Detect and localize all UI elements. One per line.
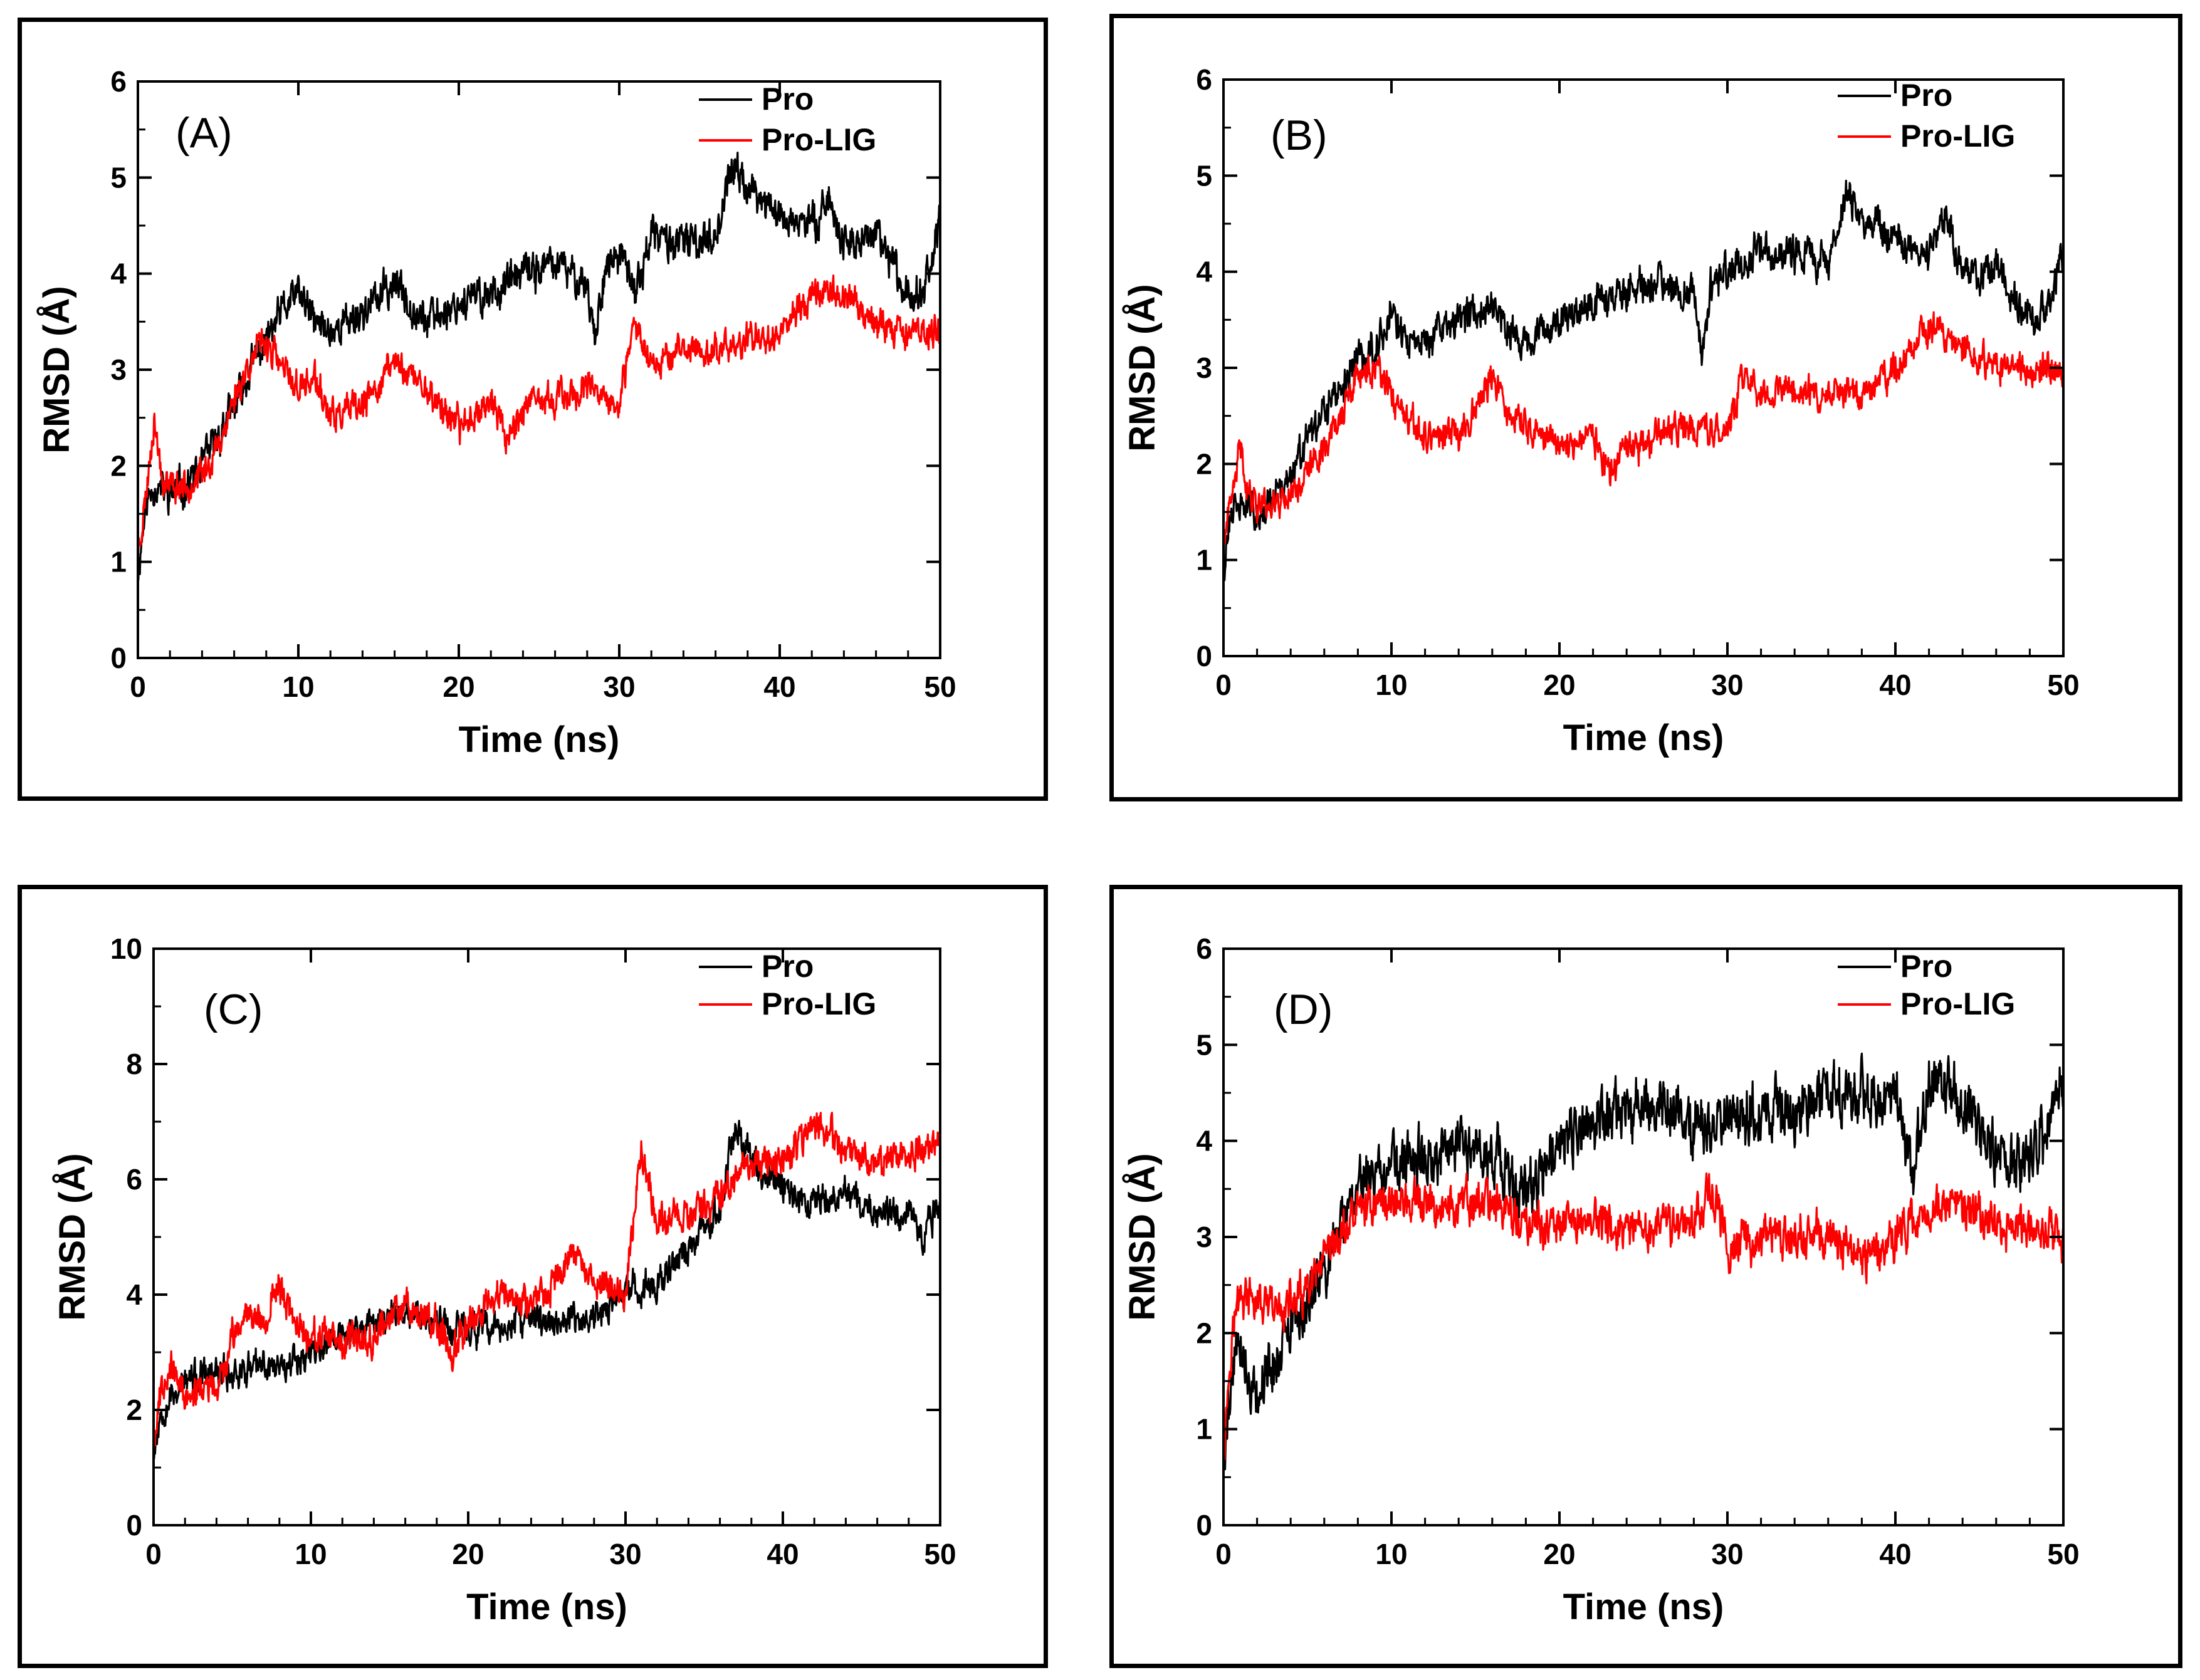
panel-label: (C)	[204, 986, 263, 1033]
x-tick-label: 40	[1879, 669, 1911, 701]
x-tick-label: 30	[1711, 1538, 1743, 1570]
legend-label-pro-lig: Pro-LIG	[1900, 986, 2015, 1021]
y-tick-label: 3	[1196, 1221, 1212, 1253]
series-line-pro	[1222, 179, 2065, 582]
y-tick-label: 10	[110, 932, 142, 965]
y-tick-label: 4	[110, 258, 127, 290]
chart-panel-d: 0 10 20 30 40 50 0 1 2 3 4 5 6 Time (ns) RMSD (Å) (D) Pr…	[1109, 885, 2182, 1668]
chart-svg: 0 10 20 30 40 50 0 1 2 3 4 5 6 Time (ns) RMSD (Å) (B) Pr…	[1122, 63, 2080, 758]
y-tick-label: 2	[1196, 447, 1212, 480]
y-tick-label: 3	[110, 353, 127, 386]
series-line-pro	[137, 152, 941, 582]
plot-frame	[152, 947, 941, 1526]
y-tick-label: 6	[126, 1163, 142, 1196]
series-line-pro	[152, 1120, 941, 1461]
legend-label-pro-lig: Pro-LIG	[762, 122, 876, 157]
x-tick-label: 20	[1543, 669, 1575, 701]
y-axis-label: RMSD (Å)	[36, 286, 77, 453]
x-tick-label: 30	[609, 1538, 641, 1570]
x-axis-label: Time (ns)	[459, 719, 620, 760]
x-tick-label: 50	[924, 1538, 956, 1570]
series-line-pro-lig	[137, 274, 941, 560]
plot-frame	[137, 80, 941, 659]
y-tick-label: 2	[110, 449, 127, 482]
x-tick-label: 40	[1879, 1538, 1911, 1570]
legend-label-pro: Pro	[762, 949, 814, 984]
y-tick-label: 4	[1196, 256, 1212, 288]
x-tick-label: 30	[603, 670, 635, 703]
y-tick-label: 2	[126, 1394, 142, 1426]
series-line-pro-lig	[1222, 1172, 2065, 1461]
y-tick-label: 5	[1196, 1028, 1212, 1061]
legend-label-pro: Pro	[762, 81, 814, 117]
panel-label: (D)	[1274, 986, 1333, 1033]
legend-label-pro-lig: Pro-LIG	[1900, 118, 2015, 154]
y-tick-label: 6	[1196, 932, 1212, 965]
y-tick-label: 8	[126, 1048, 142, 1080]
y-tick-label: 0	[110, 642, 127, 674]
x-tick-label: 10	[1375, 1538, 1407, 1570]
x-tick-label: 20	[1543, 1538, 1575, 1570]
y-tick-label: 2	[1196, 1317, 1212, 1349]
panel-label: (A)	[175, 109, 233, 157]
series-line-pro-lig	[1222, 311, 2065, 545]
y-axis-label: RMSD (Å)	[52, 1153, 93, 1320]
x-tick-label: 0	[145, 1538, 162, 1570]
y-tick-label: 3	[1196, 352, 1212, 384]
y-tick-label: 5	[1196, 159, 1212, 192]
y-tick-label: 4	[126, 1278, 142, 1311]
legend-label-pro-lig: Pro-LIG	[762, 986, 876, 1021]
chart-panel-b: 0 10 20 30 40 50 0 1 2 3 4 5 6 Time (ns) RMSD (Å) (B) Pr…	[1109, 14, 2182, 801]
x-tick-label: 20	[452, 1538, 484, 1570]
y-tick-label: 0	[1196, 1509, 1212, 1542]
x-tick-label: 0	[130, 670, 146, 703]
x-tick-label: 30	[1711, 669, 1743, 701]
chart-panel-a: 0 10 20 30 40 50 0 1 2 3 4 5 6 Time (ns) RMSD (Å) (A) Pr…	[18, 18, 1048, 801]
x-tick-label: 50	[924, 670, 956, 703]
y-tick-label: 4	[1196, 1125, 1212, 1157]
legend-label-pro: Pro	[1900, 78, 1952, 113]
x-axis-label: Time (ns)	[1563, 717, 1724, 758]
legend-label-pro: Pro	[1900, 949, 1952, 984]
panel-label: (B)	[1270, 112, 1328, 159]
y-tick-label: 0	[1196, 640, 1212, 672]
y-tick-label: 0	[126, 1509, 142, 1542]
chart-svg: 0 10 20 30 40 50 0 1 2 3 4 5 6 Time (ns) RMSD (Å) (D) Pr…	[1122, 932, 2080, 1627]
x-tick-label: 20	[443, 670, 474, 703]
y-tick-label: 6	[110, 65, 127, 98]
y-tick-label: 5	[110, 161, 127, 194]
x-tick-label: 0	[1215, 669, 1232, 701]
x-tick-label: 50	[2047, 669, 2079, 701]
y-tick-label: 1	[1196, 544, 1212, 577]
y-tick-label: 6	[1196, 63, 1212, 96]
x-axis-label: Time (ns)	[1563, 1587, 1724, 1627]
chart-svg: 0 10 20 30 40 50 0 2 4 6 8 10 Time (ns) RMSD (Å) (C) Pr…	[52, 932, 956, 1627]
x-tick-label: 10	[282, 670, 314, 703]
y-axis-label: RMSD (Å)	[1122, 284, 1163, 451]
series-line-pro	[1222, 1052, 2065, 1479]
series-line-pro-lig	[152, 1112, 941, 1446]
y-tick-label: 1	[110, 546, 127, 578]
y-axis-label: RMSD (Å)	[1122, 1153, 1163, 1320]
x-tick-label: 10	[295, 1538, 327, 1570]
y-tick-label: 1	[1196, 1413, 1212, 1446]
x-tick-label: 40	[763, 670, 795, 703]
x-axis-label: Time (ns)	[466, 1587, 627, 1627]
x-tick-label: 40	[767, 1538, 799, 1570]
x-tick-label: 50	[2047, 1538, 2079, 1570]
x-tick-label: 0	[1215, 1538, 1232, 1570]
chart-panel-c: 0 10 20 30 40 50 0 2 4 6 8 10 Time (ns) RMSD (Å) (C) Pr…	[18, 885, 1048, 1668]
x-tick-label: 10	[1375, 669, 1407, 701]
chart-svg: 0 10 20 30 40 50 0 1 2 3 4 5 6 Time (ns) RMSD (Å) (A) Pr…	[36, 65, 956, 760]
